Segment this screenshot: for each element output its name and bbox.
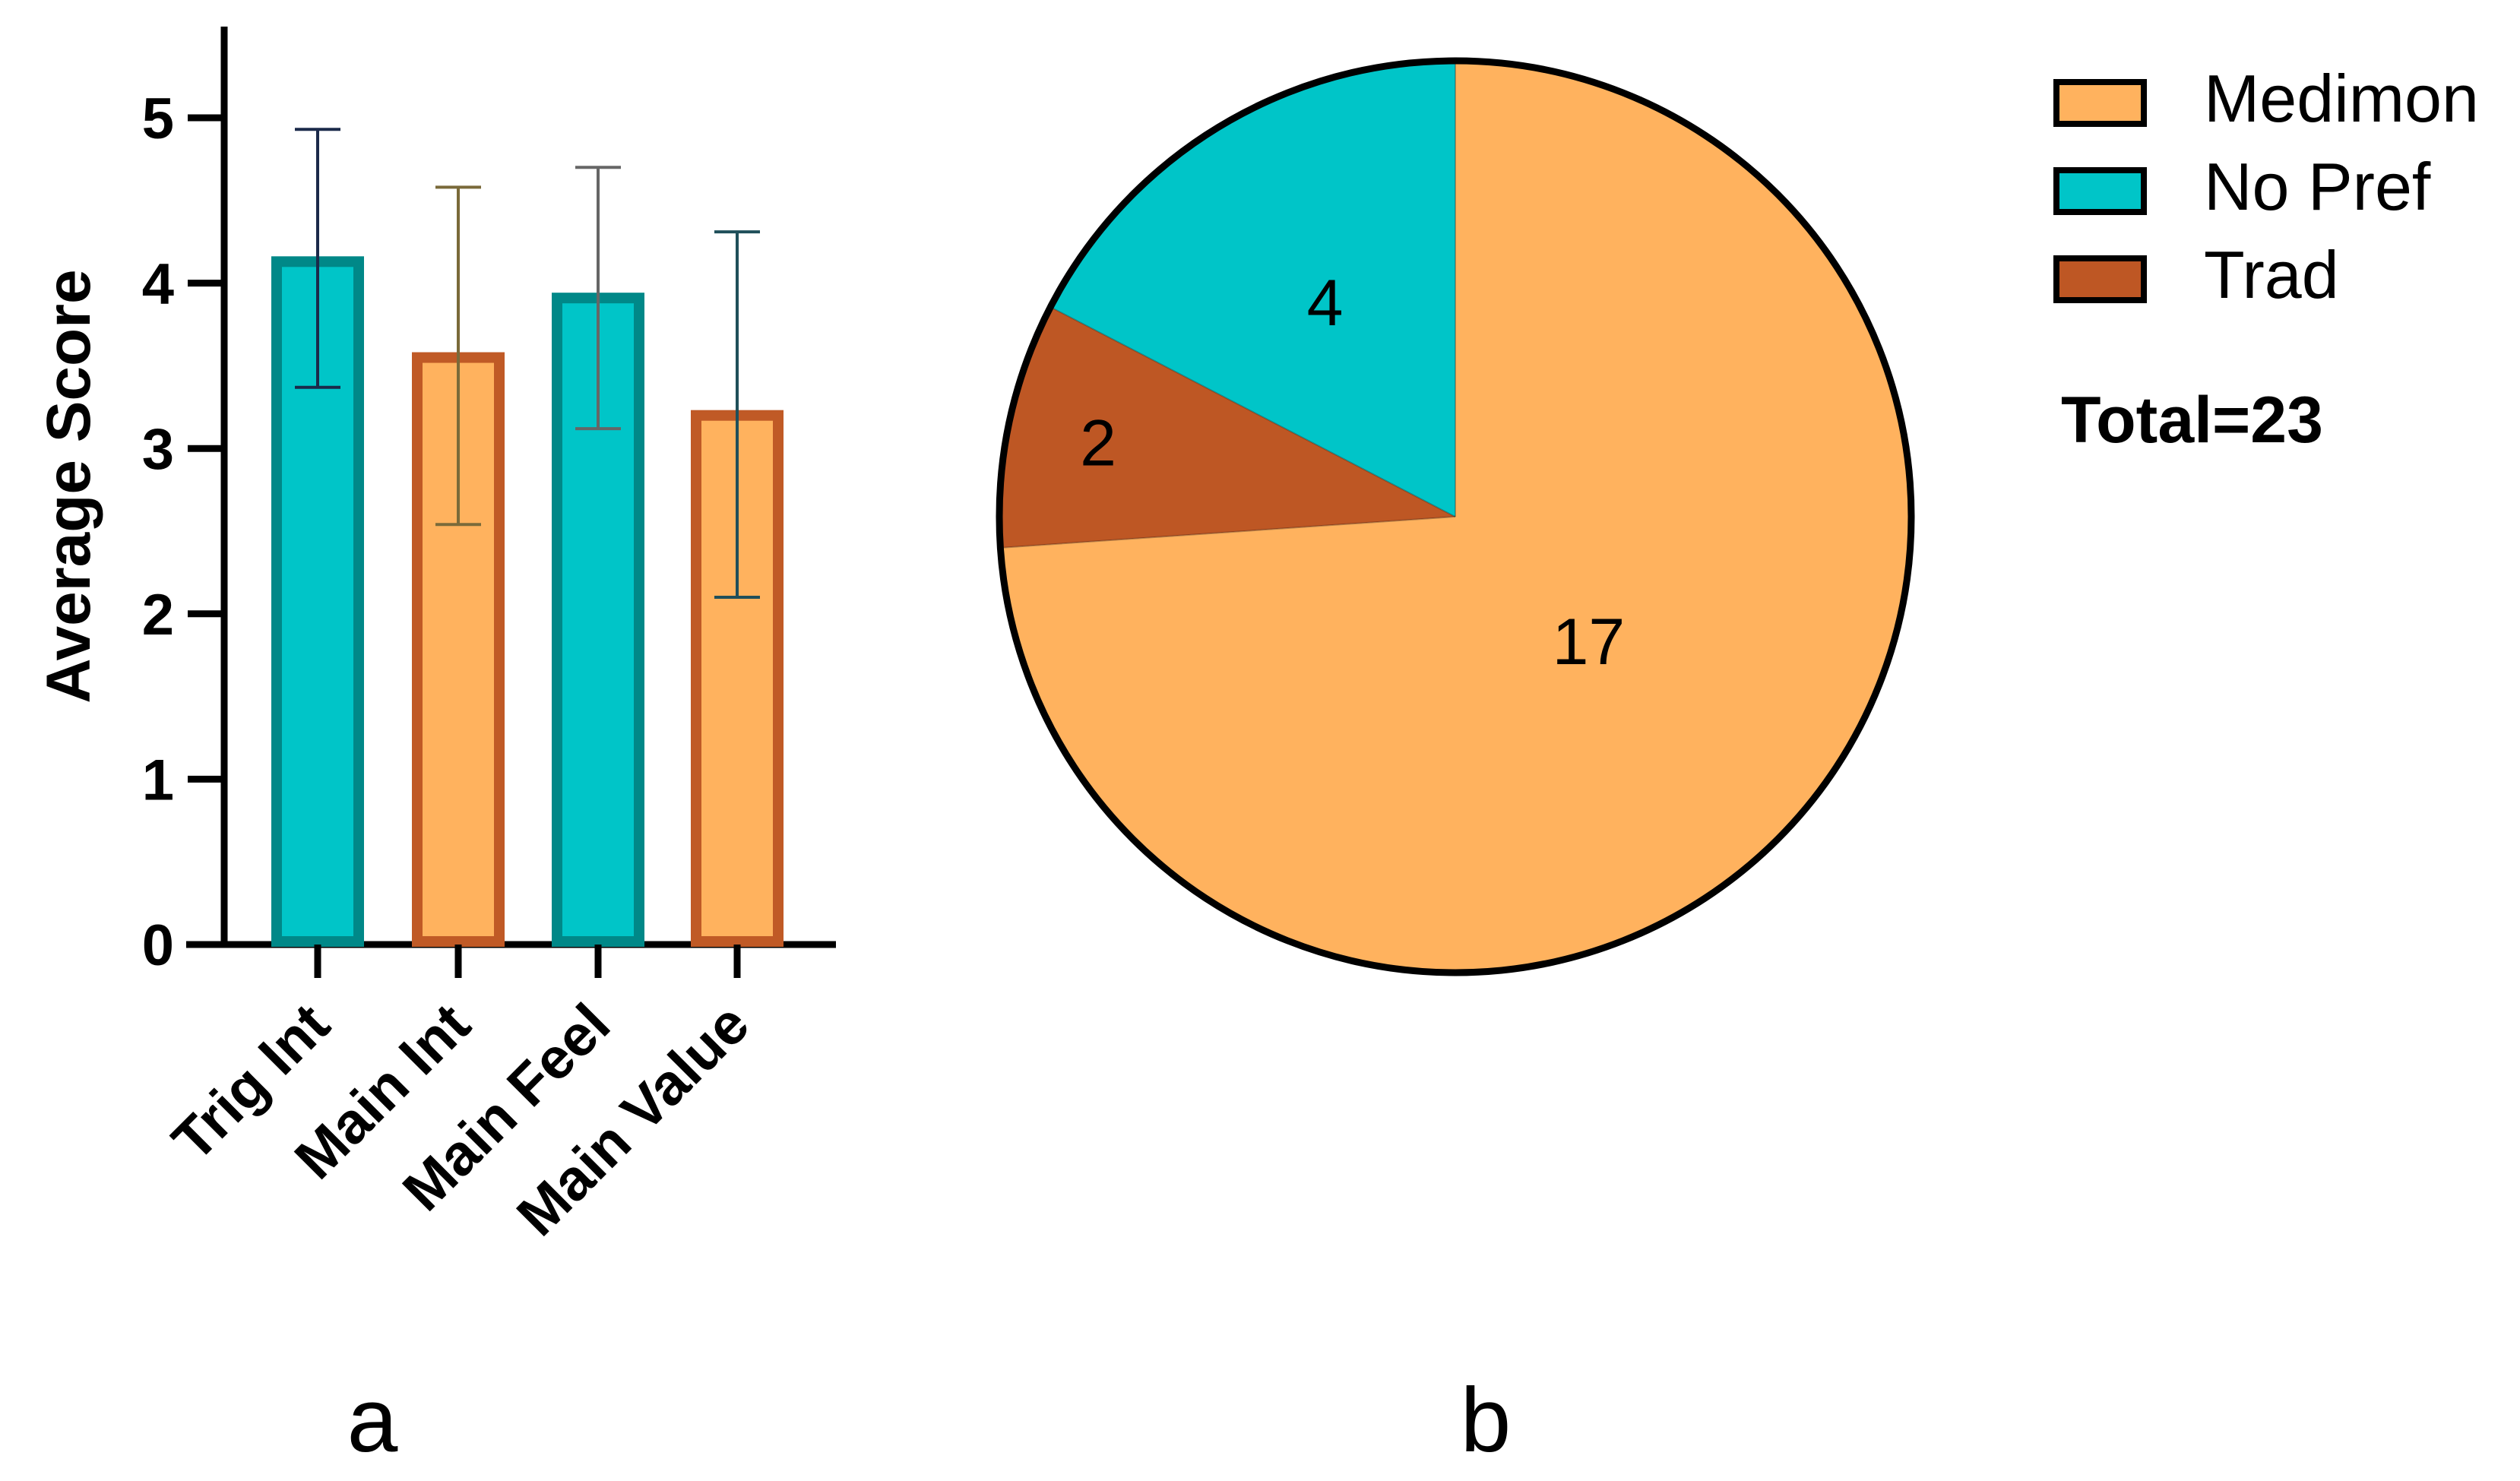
pie-slice-label: 2 [1080, 407, 1116, 479]
legend-label: Trad [2204, 237, 2339, 312]
y-tick-label: 4 [142, 252, 174, 317]
pie-slice-no-pref [1050, 61, 1455, 517]
pie-outline [996, 57, 1915, 976]
total-count: Total=23 [2061, 384, 2323, 457]
pie-slice-medimon [1000, 61, 1911, 973]
y-tick-label: 5 [142, 87, 174, 151]
y-tick-label: 2 [142, 583, 174, 647]
legend: Medimon No Pref Trad [2053, 61, 2479, 312]
y-axis-label: Average Score [34, 269, 103, 703]
bars [271, 128, 784, 947]
y-tick-label: 0 [142, 913, 174, 978]
pie-slice-trad [999, 306, 1455, 548]
y-tick-label: 3 [142, 417, 174, 482]
pie-divider [1049, 306, 1456, 517]
legend-label: No Pref [2204, 149, 2431, 224]
legend-swatch [2053, 255, 2147, 303]
legend-swatch [2053, 167, 2147, 215]
panel-label-b: b [1461, 1369, 1512, 1471]
pie-divider [1000, 516, 1456, 549]
y-tick-label: 1 [142, 748, 174, 812]
legend-label: Medimon [2204, 61, 2479, 136]
y-ticks: 0 1 2 3 4 5 [142, 87, 224, 978]
legend-swatch [2053, 79, 2147, 127]
pie-slice-label: 17 [1553, 606, 1626, 679]
panel-label-a: a [347, 1369, 398, 1471]
pie-slice-label: 4 [1307, 267, 1344, 340]
